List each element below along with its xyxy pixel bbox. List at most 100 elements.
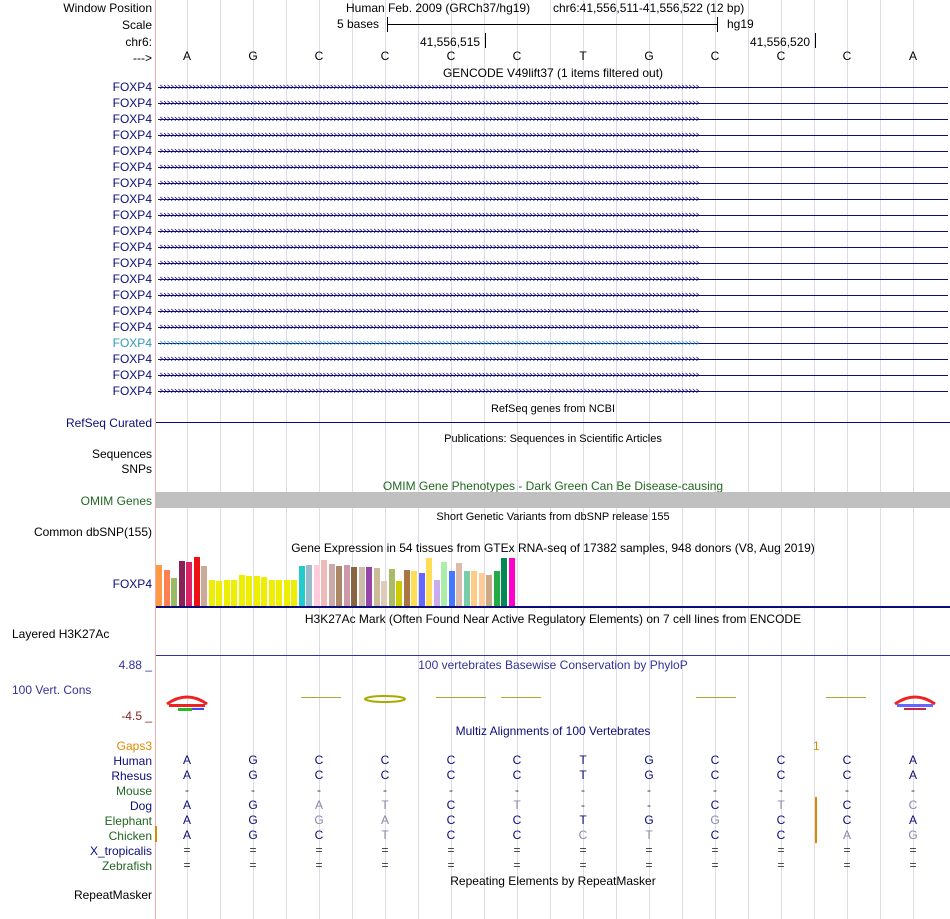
gene-model-row[interactable]: ››››››››››››››››››››››››››››››››››››››››… <box>158 79 948 95</box>
gene-model-row[interactable]: ››››››››››››››››››››››››››››››››››››››››… <box>158 383 948 399</box>
gtex-tissue-bar[interactable] <box>373 568 380 606</box>
publications-title[interactable]: Publications: Sequences in Scientific Ar… <box>444 433 662 445</box>
gtex-tissue-bar[interactable] <box>216 581 222 606</box>
gene-model-row[interactable]: ››››››››››››››››››››››››››››››››››››››››… <box>158 271 948 287</box>
gene-label-foxp4[interactable]: FOXP4 <box>112 256 152 270</box>
gtex-tissue-bar[interactable] <box>238 575 245 606</box>
refseq-line[interactable] <box>156 422 950 423</box>
refseq-title[interactable]: RefSeq genes from NCBI <box>490 403 616 415</box>
gene-label-foxp4[interactable]: FOXP4 <box>112 224 152 238</box>
gtex-tissue-bar[interactable] <box>283 580 290 606</box>
repeatmasker-title[interactable]: Repeating Elements by RepeatMasker <box>450 874 656 888</box>
gene-model-row[interactable]: ››››››››››››››››››››››››››››››››››››››››… <box>158 111 948 127</box>
repeatmasker-label[interactable]: RepeatMasker <box>73 888 152 902</box>
sequences-label[interactable]: Sequences <box>91 447 152 461</box>
gtex-tissue-bar[interactable] <box>208 580 215 606</box>
gtex-tissue-bar[interactable] <box>358 567 365 606</box>
gene-label-foxp4[interactable]: FOXP4 <box>112 144 152 158</box>
species-label[interactable]: Rhesus <box>111 769 152 783</box>
gene-label-foxp4[interactable]: FOXP4 <box>112 368 152 382</box>
gtex-bar-chart[interactable] <box>156 556 536 606</box>
dbsnp-title[interactable]: Short Genetic Variants from dbSNP releas… <box>436 511 670 523</box>
gtex-tissue-bar[interactable] <box>388 569 395 606</box>
gtex-tissue-bar[interactable] <box>246 576 252 606</box>
gtex-tissue-bar[interactable] <box>156 565 162 606</box>
gtex-tissue-bar[interactable] <box>163 570 170 606</box>
gtex-tissue-bar[interactable] <box>381 581 387 606</box>
gene-model-row[interactable]: ››››››››››››››››››››››››››››››››››››››››… <box>158 95 948 111</box>
species-label[interactable]: Dog <box>129 799 152 813</box>
omim-bar[interactable] <box>156 492 950 508</box>
gtex-tissue-bar[interactable] <box>448 571 455 606</box>
cons-plot[interactable] <box>156 688 950 718</box>
gene-label-foxp4[interactable]: FOXP4 <box>112 176 152 190</box>
gtex-tissue-bar[interactable] <box>268 580 275 606</box>
gene-label-foxp4[interactable]: FOXP4 <box>112 240 152 254</box>
gtex-tissue-bar[interactable] <box>178 561 185 606</box>
cons-label[interactable]: 100 Vert. Cons <box>12 683 92 697</box>
species-label[interactable]: Chicken <box>108 829 152 843</box>
h3k27ac-title[interactable]: H3K27Ac Mark (Often Found Near Active Re… <box>304 612 802 626</box>
gtex-tissue-bar[interactable] <box>186 562 192 606</box>
gene-model-row[interactable]: ››››››››››››››››››››››››››››››››››››››››… <box>158 255 948 271</box>
gene-model-row[interactable]: ››››››››››››››››››››››››››››››››››››››››… <box>158 367 948 383</box>
gene-model-row[interactable]: ››››››››››››››››››››››››››››››››››››››››… <box>158 127 948 143</box>
gtex-tissue-bar[interactable] <box>351 567 357 606</box>
cons-title[interactable]: 100 vertebrates Basewise Conservation by… <box>418 658 688 672</box>
species-label[interactable]: Elephant <box>104 814 152 828</box>
gene-model-row[interactable]: ››››››››››››››››››››››››››››››››››››››››… <box>158 351 948 367</box>
gene-label-foxp4[interactable]: FOXP4 <box>112 208 152 222</box>
gtex-tissue-bar[interactable] <box>306 565 312 606</box>
gtex-tissue-bar[interactable] <box>508 558 515 606</box>
gtex-tissue-bar[interactable] <box>411 571 417 606</box>
gtex-tissue-bar[interactable] <box>193 557 200 606</box>
gtex-tissue-bar[interactable] <box>336 566 342 606</box>
gtex-tissue-bar[interactable] <box>418 573 425 606</box>
gene-model-row[interactable]: ››››››››››››››››››››››››››››››››››››››››… <box>158 239 948 255</box>
gtex-tissue-bar[interactable] <box>276 580 282 606</box>
gene-model-row[interactable]: ››››››››››››››››››››››››››››››››››››››››… <box>158 175 948 191</box>
gtex-tissue-bar[interactable] <box>501 558 507 606</box>
gene-label-foxp4[interactable]: FOXP4 <box>112 112 152 126</box>
gene-label-foxp4[interactable]: FOXP4 <box>112 320 152 334</box>
gene-label-foxp4[interactable]: FOXP4 <box>112 304 152 318</box>
gene-label-foxp4[interactable]: FOXP4 <box>112 272 152 286</box>
gtex-tissue-bar[interactable] <box>471 571 477 606</box>
gene-model-row[interactable]: ››››››››››››››››››››››››››››››››››››››››… <box>158 287 948 303</box>
gtex-tissue-bar[interactable] <box>433 580 440 606</box>
gene-model-row[interactable]: ››››››››››››››››››››››››››››››››››››››››… <box>158 303 948 319</box>
omim-title[interactable]: OMIM Gene Phenotypes - Dark Green Can Be… <box>382 479 724 493</box>
gene-label-foxp4[interactable]: FOXP4 <box>112 336 152 350</box>
species-label[interactable]: X_tropicalis <box>89 844 152 858</box>
gtex-tissue-bar[interactable] <box>231 580 237 606</box>
gtex-tissue-bar[interactable] <box>253 576 260 606</box>
gene-label-foxp4[interactable]: FOXP4 <box>112 128 152 142</box>
gene-model-row[interactable]: ››››››››››››››››››››››››››››››››››››››››… <box>158 335 948 351</box>
gtex-gene-label[interactable]: FOXP4 <box>112 577 152 591</box>
gene-model-row[interactable]: ››››››››››››››››››››››››››››››››››››››››… <box>158 143 948 159</box>
gtex-tissue-bar[interactable] <box>486 575 492 606</box>
gtex-tissue-bar[interactable] <box>343 565 350 606</box>
gtex-tissue-bar[interactable] <box>456 563 462 606</box>
track-data-area[interactable]: Human Feb. 2009 (GRCh37/hg19) chr6:41,55… <box>156 0 950 919</box>
gene-model-row[interactable]: ››››››››››››››››››››››››››››››››››››››››… <box>158 207 948 223</box>
gtex-tissue-bar[interactable] <box>478 573 485 606</box>
gene-model-row[interactable]: ››››››››››››››››››››››››››››››››››››››››… <box>158 223 948 239</box>
gene-model-row[interactable]: ››››››››››››››››››››››››››››››››››››››››… <box>158 159 948 175</box>
gtex-tissue-bar[interactable] <box>396 581 402 606</box>
gtex-tissue-bar[interactable] <box>328 564 335 606</box>
gtex-tissue-bar[interactable] <box>291 580 297 606</box>
gtex-tissue-bar[interactable] <box>313 565 320 606</box>
gene-label-foxp4[interactable]: FOXP4 <box>112 192 152 206</box>
gene-label-foxp4[interactable]: FOXP4 <box>112 160 152 174</box>
gtex-tissue-bar[interactable] <box>426 558 432 606</box>
gtex-tissue-bar[interactable] <box>403 570 410 606</box>
gtex-tissue-bar[interactable] <box>463 571 470 606</box>
gtex-tissue-bar[interactable] <box>223 580 230 606</box>
dbsnp-label[interactable]: Common dbSNP(155) <box>33 525 152 539</box>
gtex-tissue-bar[interactable] <box>321 560 327 606</box>
gtex-tissue-bar[interactable] <box>298 566 305 606</box>
gtex-tissue-bar[interactable] <box>201 566 207 606</box>
species-label[interactable]: Zebrafish <box>101 859 152 873</box>
gene-model-row[interactable]: ››››››››››››››››››››››››››››››››››››››››… <box>158 319 948 335</box>
